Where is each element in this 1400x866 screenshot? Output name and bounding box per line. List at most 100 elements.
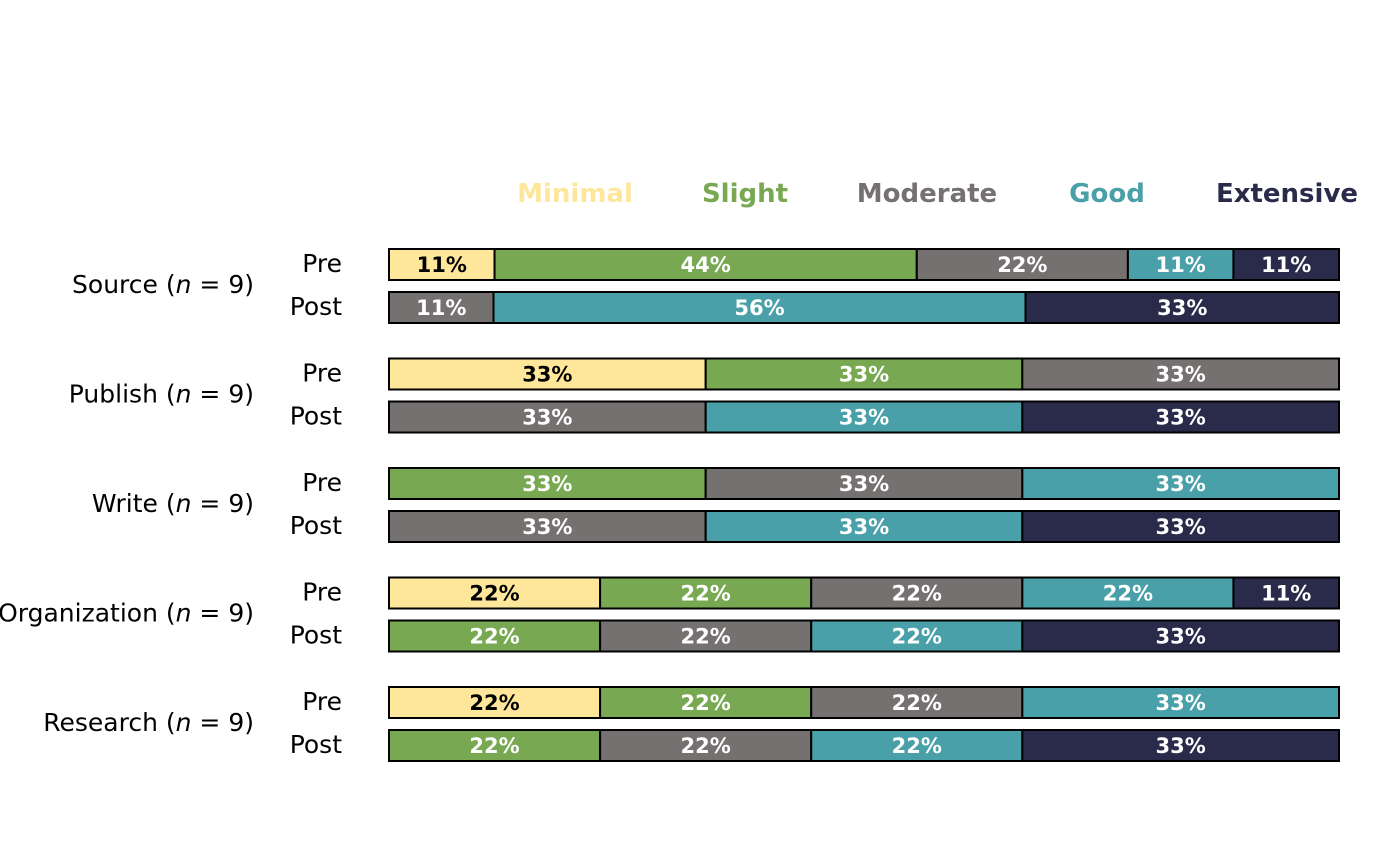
bar-segment-moderate (810, 576, 1024, 610)
bar-segment-slight (599, 576, 813, 610)
segment-value-label: 33% (1156, 691, 1206, 715)
bar-segment-moderate (599, 729, 813, 762)
bar-segment-extensive (1021, 510, 1340, 543)
bar-segment-extensive (1024, 291, 1340, 324)
legend-item-minimal: Minimal (517, 179, 633, 209)
segment-value-label: 22% (892, 734, 942, 758)
segment-value-label: 33% (839, 363, 889, 387)
segment-value-label: 22% (681, 582, 731, 606)
group-name: Source (72, 270, 158, 299)
group-label-equals: = (191, 599, 228, 628)
bar-segment-good (492, 291, 1027, 324)
segment-value-label: 56% (734, 296, 784, 320)
segment-value-label: 33% (1156, 515, 1206, 539)
bar-segment-minimal (388, 248, 496, 281)
group-label-equals: = (191, 270, 228, 299)
group-label-close: ) (244, 708, 254, 737)
segment-value-label: 33% (522, 472, 572, 496)
bar-row-post: Post 22% 22% 22% 33% (290, 729, 1340, 762)
group-n-value: 9 (228, 708, 244, 737)
segment-value-label: 33% (522, 363, 572, 387)
row-label: Pre (302, 359, 342, 388)
bar-segment-slight (599, 686, 813, 719)
legend-item-slight: Slight (702, 179, 788, 209)
segment-value-label: 22% (681, 625, 731, 649)
segment-value-label: 22% (892, 691, 942, 715)
group-label: Publish (n = 9) (69, 380, 254, 409)
segment-value-label: 22% (892, 582, 942, 606)
group-n-value: 9 (228, 489, 244, 518)
chart-groups: Source (n = 9)Pre 11% 44% 22% 11% 11%Post 11% 5… (0, 248, 1341, 762)
group-label: Research (n = 9) (43, 708, 254, 737)
group-label-close: ) (244, 380, 254, 409)
group-label-n-symbol: n (176, 708, 192, 737)
segment-value-label: 33% (839, 472, 889, 496)
segment-value-label: 33% (1156, 472, 1206, 496)
bar-segment-extensive (1232, 248, 1341, 281)
segment-value-label: 11% (1156, 253, 1206, 277)
legend-item-good: Good (1069, 179, 1145, 209)
row-label: Post (290, 402, 343, 431)
segment-value-label: 22% (1103, 582, 1153, 606)
bar-segment-good (1021, 686, 1340, 719)
group-label-paren: ( (158, 708, 176, 737)
legend: Minimal Slight Moderate Good Extensive (517, 179, 1358, 209)
group-label-n-symbol: n (176, 270, 192, 299)
group-label-n-symbol: n (176, 380, 192, 409)
bar-row-post: Post 22% 22% 22% 33% (290, 619, 1340, 653)
group-name: Organization (0, 599, 158, 628)
bar-segment-moderate (915, 248, 1129, 281)
segment-value-label: 22% (469, 691, 519, 715)
segment-value-label: 33% (522, 515, 572, 539)
bar-row-pre: Pre 22% 22% 22% 22% 11% (302, 576, 1341, 610)
bar-segment-moderate (1021, 357, 1340, 391)
bar-segment-slight (388, 729, 602, 762)
row-label: Pre (302, 249, 342, 278)
segment-value-label: 22% (892, 625, 942, 649)
group-label-equals: = (191, 489, 228, 518)
group-label-n-symbol: n (176, 599, 192, 628)
group-research: Research (n = 9) Pre 22% 22% 22% 33% Post 22% 22… (43, 686, 1340, 762)
segment-value-label: 33% (1156, 363, 1206, 387)
bar-segment-extensive (1232, 576, 1341, 610)
segment-value-label: 33% (522, 406, 572, 430)
group-label: Organization (n = 9) (0, 599, 254, 628)
segment-value-label: 22% (469, 625, 519, 649)
bar-segment-good (810, 729, 1024, 762)
group-label: Source (n = 9) (72, 270, 254, 299)
group-label-paren: ( (158, 489, 176, 518)
legend-item-extensive: Extensive (1216, 179, 1358, 209)
segment-value-label: 33% (1156, 734, 1206, 758)
segment-value-label: 33% (839, 515, 889, 539)
segment-value-label: 33% (839, 406, 889, 430)
bar-row-pre: Pre 33% 33% 33% (302, 467, 1340, 500)
group-label-equals: = (191, 380, 228, 409)
row-label: Post (290, 730, 343, 759)
segment-value-label: 22% (469, 734, 519, 758)
bar-row-post: Post 11% 56% 33% (290, 291, 1340, 324)
group-organization: Organization (n = 9) Pre 22% 22% 22% 22% 11% Po… (0, 576, 1341, 653)
group-label-close: ) (244, 270, 254, 299)
group-name: Research (43, 708, 158, 737)
legend-item-moderate: Moderate (857, 179, 997, 209)
bar-segment-extensive (1021, 729, 1340, 762)
group-source: Source (n = 9) Pre 11% 44% 22% 11% 11% Post 11% 5… (72, 248, 1341, 324)
group-name: Publish (69, 380, 158, 409)
bar-row-pre: Pre 33% 33% 33% (302, 357, 1340, 391)
group-label: Write (n = 9) (92, 489, 254, 518)
segment-value-label: 33% (1157, 296, 1207, 320)
bar-row-post: Post 33% 33% 33% (290, 510, 1340, 543)
group-n-value: 9 (228, 599, 244, 628)
bar-segment-slight (704, 357, 1024, 391)
segment-value-label: 11% (417, 253, 467, 277)
bar-segment-minimal (388, 576, 602, 610)
bar-segment-good (704, 510, 1024, 543)
bar-segment-moderate (704, 467, 1024, 500)
segment-value-label: 22% (681, 691, 731, 715)
bar-row-pre: Pre 11% 44% 22% 11% 11% (302, 248, 1341, 281)
row-label: Pre (302, 687, 342, 716)
group-label-close: ) (244, 489, 254, 518)
row-label: Pre (302, 578, 342, 607)
bar-segment-moderate (599, 619, 813, 653)
